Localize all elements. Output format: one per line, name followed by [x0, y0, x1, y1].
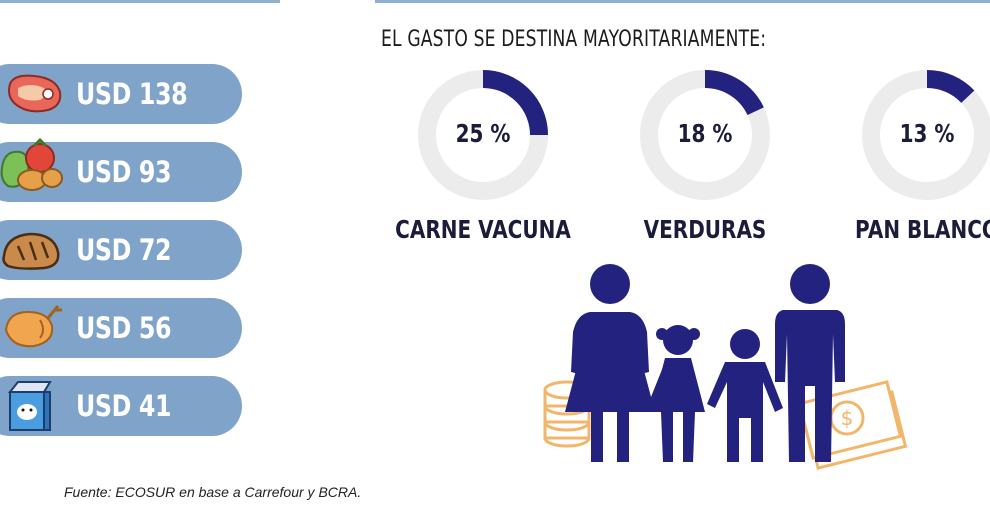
price-label: USD 93 [76, 155, 172, 189]
chart-heading: EL GASTO SE DESTINA MAYORITARIAMENTE: [381, 27, 767, 52]
donut-value-label: 18 % [677, 119, 733, 148]
father-figure [775, 264, 845, 462]
milk-carton-icon [7, 381, 52, 431]
donut-verduras [640, 70, 770, 200]
donut-slice [926, 70, 975, 104]
chicken-icon [4, 305, 62, 348]
price-label: USD 72 [76, 233, 172, 267]
price-label: USD 56 [76, 311, 172, 345]
donut-category-label: VERDURAS [643, 215, 767, 244]
vegetables-icon [0, 138, 63, 191]
donut-slice [482, 70, 548, 136]
boy-figure [707, 329, 783, 462]
donut-slice [704, 70, 764, 116]
price-label: USD 41 [76, 389, 172, 423]
steak-icon [8, 74, 62, 113]
source-note: Fuente: ECOSUR en base a Carrefour y BCR… [64, 484, 362, 500]
donut-category-label: PAN BLANCO [855, 215, 990, 244]
donut-pan-blanco [862, 70, 990, 200]
donut-value-label: 25 % [455, 119, 511, 148]
mother-figure [565, 264, 655, 462]
donut-value-label: 13 % [899, 119, 955, 148]
girl-figure [649, 325, 705, 462]
price-label: USD 138 [76, 77, 188, 111]
family-illustration: $ [543, 264, 908, 470]
top-divider-left [0, 0, 280, 3]
top-divider-right [375, 0, 990, 3]
svg-text:$: $ [841, 406, 854, 430]
bread-icon [2, 232, 60, 270]
donut-category-label: CARNE VACUNA [395, 215, 571, 244]
price-pill-chicken: USD 56 [0, 298, 242, 358]
donut-carne-vacuna [418, 70, 548, 200]
